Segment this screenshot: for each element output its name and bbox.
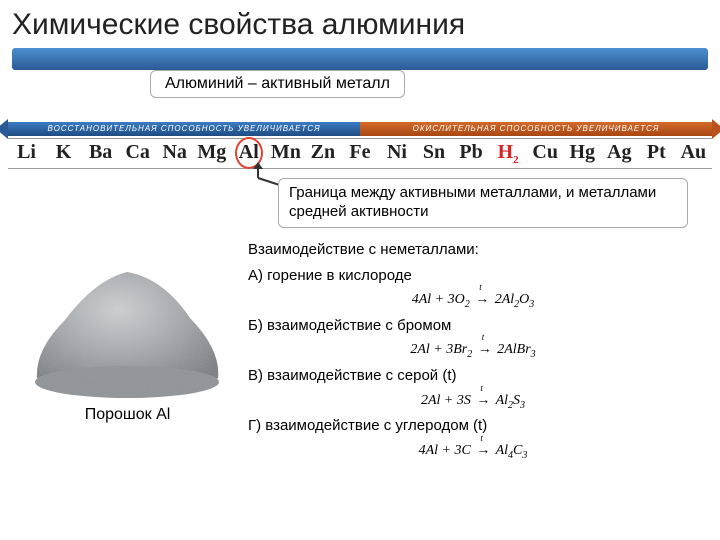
slide: Химические свойства алюминия Алюминий – … — [0, 0, 720, 540]
powder-block: Порошок Al — [20, 250, 235, 424]
reaction-label-0: А) горение в кислороде — [248, 266, 698, 286]
element-cu: Cu — [527, 141, 564, 166]
page-title: Химические свойства алюминия — [12, 8, 708, 42]
title-block: Химические свойства алюминия — [0, 0, 720, 70]
reaction-equation-0: 4Al + 3O2 t 2Al2O3 — [248, 291, 698, 311]
border-note: Граница между активными металлами, и мет… — [278, 178, 688, 228]
element-li: Li — [8, 141, 45, 166]
reaction-label-3: Г) взаимодействие с углеродом (t) — [248, 416, 698, 436]
element-fe: Fe — [341, 141, 378, 166]
element-ba: Ba — [82, 141, 119, 166]
element-na: Na — [156, 141, 193, 166]
arrow-labels: ВОССТАНОВИТЕЛЬНАЯ СПОСОБНОСТЬ УВЕЛИЧИВАЕ… — [8, 122, 712, 136]
element-ag: Ag — [601, 141, 638, 166]
element-ni: Ni — [378, 141, 415, 166]
reactions-block: Взаимодействие с неметаллами: А) горение… — [248, 240, 698, 467]
element-mg: Mg — [193, 141, 230, 166]
subtitle-box: Алюминий – активный металл — [150, 70, 405, 98]
arrows-row: ВОССТАНОВИТЕЛЬНАЯ СПОСОБНОСТЬ УВЕЛИЧИВАЕ… — [8, 122, 712, 136]
element-au: Au — [675, 141, 712, 166]
title-bar — [12, 48, 708, 70]
activity-series: ВОССТАНОВИТЕЛЬНАЯ СПОСОБНОСТЬ УВЕЛИЧИВАЕ… — [8, 122, 712, 169]
element-pt: Pt — [638, 141, 675, 166]
reaction-items: А) горение в кислороде 4Al + 3O2 t 2Al2O3… — [248, 266, 698, 462]
reaction-equation-3: 4Al + 3C t Al4C3 — [248, 442, 698, 462]
element-sn: Sn — [416, 141, 453, 166]
element-hg: Hg — [564, 141, 601, 166]
elements-row: LiKBaCaNaMgAlMnZnFeNiSnPbH2CuHgAgPtAu — [8, 138, 712, 169]
element-h: H2 — [490, 141, 527, 166]
reaction-equation-2: 2Al + 3S t Al2S3 — [248, 392, 698, 412]
reaction-label-1: Б) взаимодействие с бромом — [248, 316, 698, 336]
element-pb: Pb — [453, 141, 490, 166]
element-mn: Mn — [267, 141, 304, 166]
reaction-equation-1: 2Al + 3Br2 t 2AlBr3 — [248, 341, 698, 361]
element-ca: Ca — [119, 141, 156, 166]
element-zn: Zn — [304, 141, 341, 166]
arrow-left-label: ВОССТАНОВИТЕЛЬНАЯ СПОСОБНОСТЬ УВЕЛИЧИВАЕ… — [8, 122, 360, 136]
powder-label: Порошок Al — [20, 406, 235, 424]
reactions-heading: Взаимодействие с неметаллами: — [248, 240, 698, 260]
element-k: K — [45, 141, 82, 166]
arrow-right-label: ОКИСЛИТЕЛЬНАЯ СПОСОБНОСТЬ УВЕЛИЧИВАЕТСЯ — [360, 122, 712, 136]
reaction-label-2: В) взаимодействие с серой (t) — [248, 366, 698, 386]
powder-image — [25, 250, 230, 400]
